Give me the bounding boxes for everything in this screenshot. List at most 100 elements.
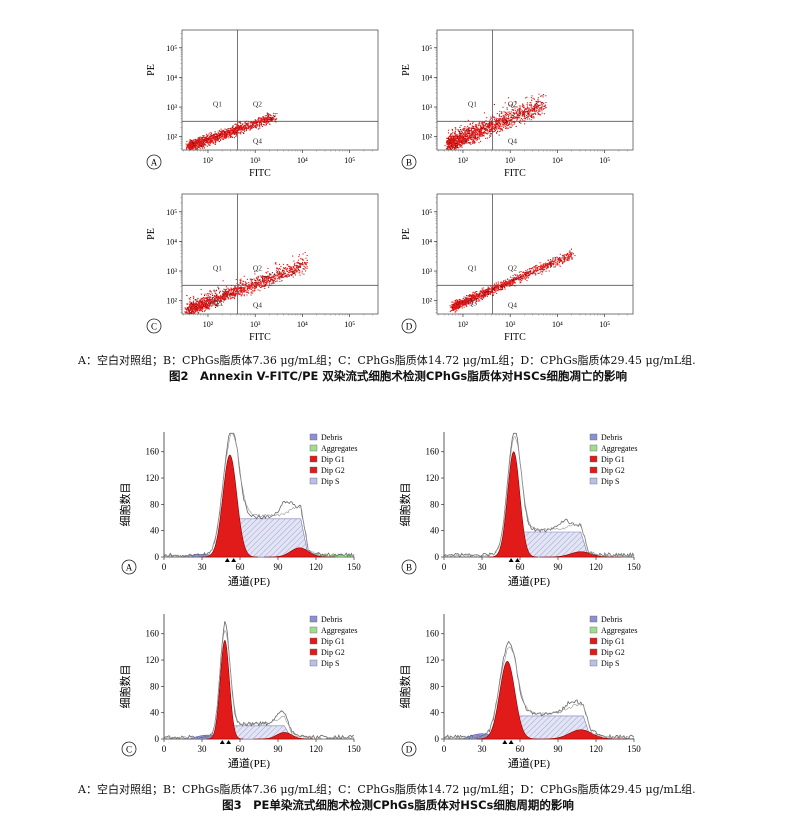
scatter-point xyxy=(258,285,260,287)
scatter-point xyxy=(473,141,476,143)
scatter-point xyxy=(282,274,284,276)
scatter-point xyxy=(447,145,449,147)
scatter-point xyxy=(507,123,509,125)
scatter-point xyxy=(217,303,219,305)
scatter-point xyxy=(293,272,295,274)
scatter-point xyxy=(202,140,204,142)
scatter-point xyxy=(512,284,514,286)
scatter-point xyxy=(456,145,458,147)
scatter-point xyxy=(198,143,200,145)
scatter-point xyxy=(194,304,196,306)
scatter-point xyxy=(493,123,495,125)
scatter-point xyxy=(500,130,502,132)
scatter-point xyxy=(209,289,211,292)
scatter-point xyxy=(187,145,189,147)
scatter-point xyxy=(488,128,491,130)
scatter-point xyxy=(446,145,448,147)
scatter-point xyxy=(278,278,280,280)
scatter-point xyxy=(297,265,299,267)
scatter-point xyxy=(454,143,457,145)
scatter-point xyxy=(195,145,197,147)
scatter-point xyxy=(230,127,232,129)
scatter-point xyxy=(190,306,192,308)
scatter-point xyxy=(200,297,202,299)
quadrant-label: Q2 xyxy=(253,263,262,272)
scatter-point xyxy=(231,297,233,299)
scatter-point xyxy=(291,273,293,275)
scatter-point xyxy=(460,141,463,143)
scatter-point xyxy=(198,140,200,142)
scatter-point xyxy=(490,133,492,135)
scatter-point xyxy=(566,257,569,259)
scatter-point xyxy=(206,140,208,142)
scatter-point xyxy=(521,111,523,113)
scatter-point xyxy=(460,136,462,138)
scatter-point xyxy=(503,114,505,116)
scatter-point xyxy=(188,308,190,310)
scatter-point xyxy=(492,115,494,117)
scatter-point xyxy=(304,263,306,265)
scatter-point xyxy=(529,110,531,112)
scatter-point xyxy=(241,131,243,133)
scatter-point xyxy=(251,286,254,288)
scatter-point xyxy=(277,267,279,269)
scatter-point xyxy=(283,270,285,272)
scatter-point xyxy=(240,127,242,129)
scatter-point xyxy=(271,119,273,121)
scatter-point xyxy=(208,298,210,300)
scatter-point xyxy=(243,132,245,134)
scatter-point xyxy=(516,118,518,120)
scatter-point xyxy=(219,138,221,140)
scatter-point xyxy=(534,107,537,109)
y-tick-label: 10² xyxy=(167,297,178,306)
scatter-point xyxy=(479,127,482,129)
scatter-point xyxy=(189,310,191,312)
scatter-point xyxy=(232,292,235,294)
scatter-point xyxy=(215,296,217,298)
scatter-point xyxy=(191,143,193,145)
x-tick-label: 10⁵ xyxy=(344,156,355,165)
scatter-point xyxy=(449,139,451,141)
scatter-point xyxy=(196,141,198,143)
scatter-point xyxy=(530,115,532,117)
scatter-point xyxy=(467,137,469,139)
scatter-point xyxy=(227,132,229,134)
scatter-point xyxy=(487,124,489,126)
scatter-point xyxy=(479,140,482,142)
scatter-point xyxy=(218,297,220,299)
scatter-point xyxy=(211,135,213,137)
scatter-point xyxy=(207,306,209,308)
scatter-point xyxy=(502,115,504,117)
scatter-point xyxy=(201,302,203,304)
scatter-point xyxy=(215,134,217,136)
scatter-point xyxy=(473,138,475,140)
scatter-point xyxy=(215,295,217,297)
scatter-point xyxy=(195,143,197,145)
scatter-point xyxy=(250,292,252,294)
scatter-point xyxy=(253,123,255,125)
scatter-point xyxy=(189,309,191,311)
scatter-point xyxy=(472,130,475,132)
scatter-point xyxy=(456,134,458,136)
scatter-point xyxy=(481,133,483,135)
scatter-point xyxy=(191,306,193,308)
scatter-point xyxy=(267,121,269,123)
scatter-point xyxy=(286,264,288,266)
scatter-point xyxy=(227,287,229,289)
scatter-point xyxy=(293,272,295,274)
scatter-point xyxy=(216,135,219,137)
scatter-point xyxy=(238,293,240,296)
scatter-point xyxy=(254,279,256,281)
scatter-point xyxy=(240,131,242,133)
scatter-point xyxy=(537,105,539,108)
scatter-point xyxy=(494,129,497,132)
scatter-point xyxy=(270,279,272,281)
scatter-point xyxy=(200,299,202,301)
scatter-point xyxy=(188,309,190,311)
scatter-point xyxy=(529,112,531,114)
scatter-point xyxy=(214,133,216,135)
scatter-point xyxy=(510,118,512,120)
scatter-point xyxy=(455,145,457,147)
scatter-point xyxy=(462,141,464,143)
scatter-point xyxy=(494,130,496,132)
